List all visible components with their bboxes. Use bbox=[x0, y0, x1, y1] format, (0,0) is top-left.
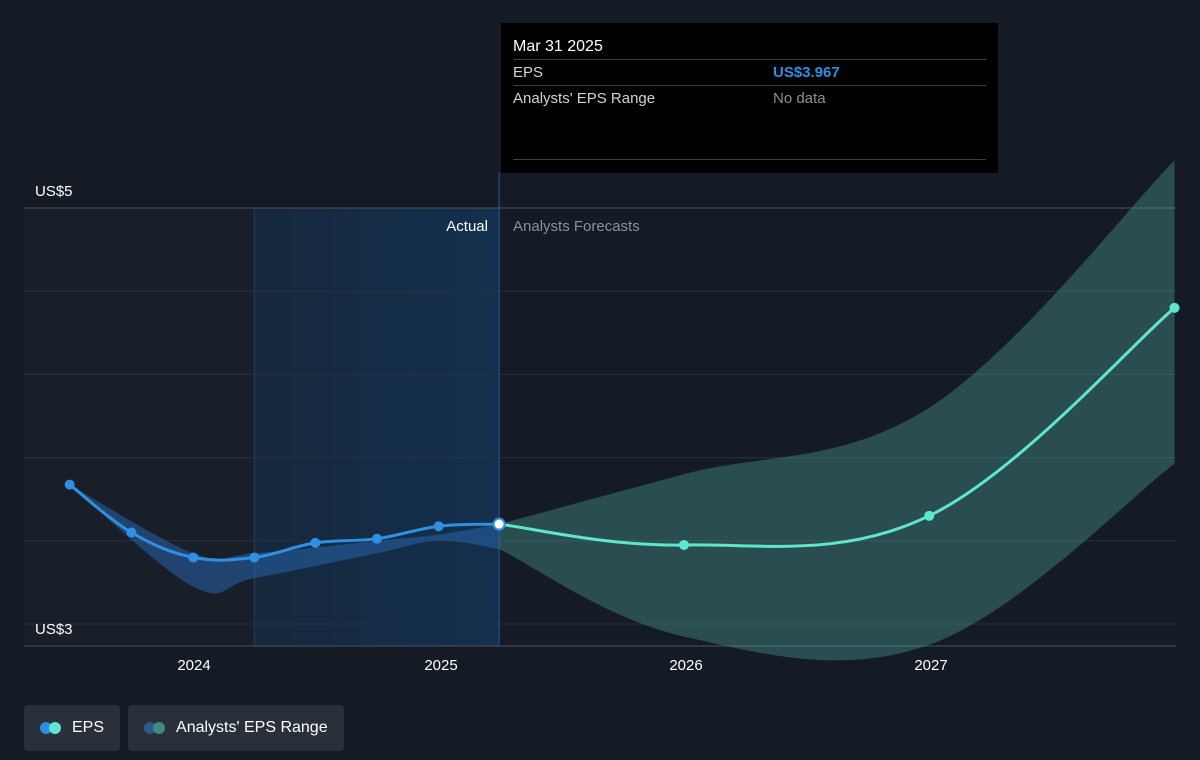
legend-range-icon bbox=[144, 722, 168, 734]
last-year-highlight bbox=[254, 208, 500, 646]
x-tick-2027: 2027 bbox=[914, 657, 947, 674]
chart-legend: EPS Analysts' EPS Range bbox=[24, 705, 344, 751]
tooltip-date: Mar 31 2025 bbox=[513, 38, 603, 55]
legend-range-dot-forecast bbox=[153, 722, 166, 734]
eps-actual-point-0 bbox=[64, 479, 75, 490]
range-band-actual bbox=[69, 484, 500, 594]
range-band-forecast bbox=[499, 160, 1175, 661]
tooltip-row-range: Analysts' EPS Range No data bbox=[513, 85, 986, 111]
eps-actual-point-1 bbox=[126, 527, 137, 538]
legend-item-eps[interactable]: EPS bbox=[24, 705, 121, 751]
legend-range-label: Analysts' EPS Range bbox=[176, 719, 328, 736]
tooltip-eps-value: US$3.967 bbox=[773, 64, 840, 81]
x-tick-2026: 2026 bbox=[669, 657, 702, 674]
eps-actual-point-2 bbox=[188, 552, 199, 563]
legend-eps-label: EPS bbox=[72, 719, 105, 736]
eps-actual-point-7 bbox=[492, 517, 506, 531]
eps-forecast-point-1 bbox=[678, 539, 689, 550]
eps-forecast-line bbox=[498, 306, 1176, 548]
tooltip-row-eps: EPS US$3.967 bbox=[513, 59, 986, 85]
legend-item-range[interactable]: Analysts' EPS Range bbox=[128, 705, 344, 751]
tooltip-range-label: Analysts' EPS Range bbox=[513, 90, 656, 107]
axis-labels: US$5 US$3 Actual Analysts Forecasts 2024… bbox=[35, 183, 948, 674]
legend-eps-dot-forecast bbox=[49, 722, 61, 734]
tooltip-eps-label: EPS bbox=[513, 64, 544, 81]
eps-points bbox=[64, 302, 1180, 563]
x-tick-2025: 2025 bbox=[424, 657, 457, 674]
tooltip-divider bbox=[513, 159, 986, 160]
x-tick-2024: 2024 bbox=[177, 657, 210, 674]
tooltip-panel: Mar 31 2025 EPS US$3.967 Analysts' EPS R… bbox=[501, 23, 998, 173]
section-label-forecast: Analysts Forecasts bbox=[513, 218, 640, 235]
eps-actual-point-6 bbox=[433, 521, 444, 532]
eps-forecast-point-2 bbox=[924, 510, 935, 521]
eps-forecast-point-3 bbox=[1169, 302, 1180, 313]
eps-actual-point-5 bbox=[371, 533, 382, 544]
section-label-actual: Actual bbox=[446, 218, 488, 235]
eps-actual-point-3 bbox=[249, 552, 260, 563]
y-label-top: US$5 bbox=[35, 183, 73, 200]
grid-lines bbox=[24, 172, 1176, 647]
range-areas bbox=[69, 160, 1175, 661]
tooltip-range-value: No data bbox=[773, 90, 826, 107]
legend-eps-icon bbox=[40, 722, 64, 734]
y-label-bottom: US$3 bbox=[35, 621, 73, 638]
background-layer bbox=[24, 208, 500, 646]
eps-actual-point-4 bbox=[310, 537, 321, 548]
